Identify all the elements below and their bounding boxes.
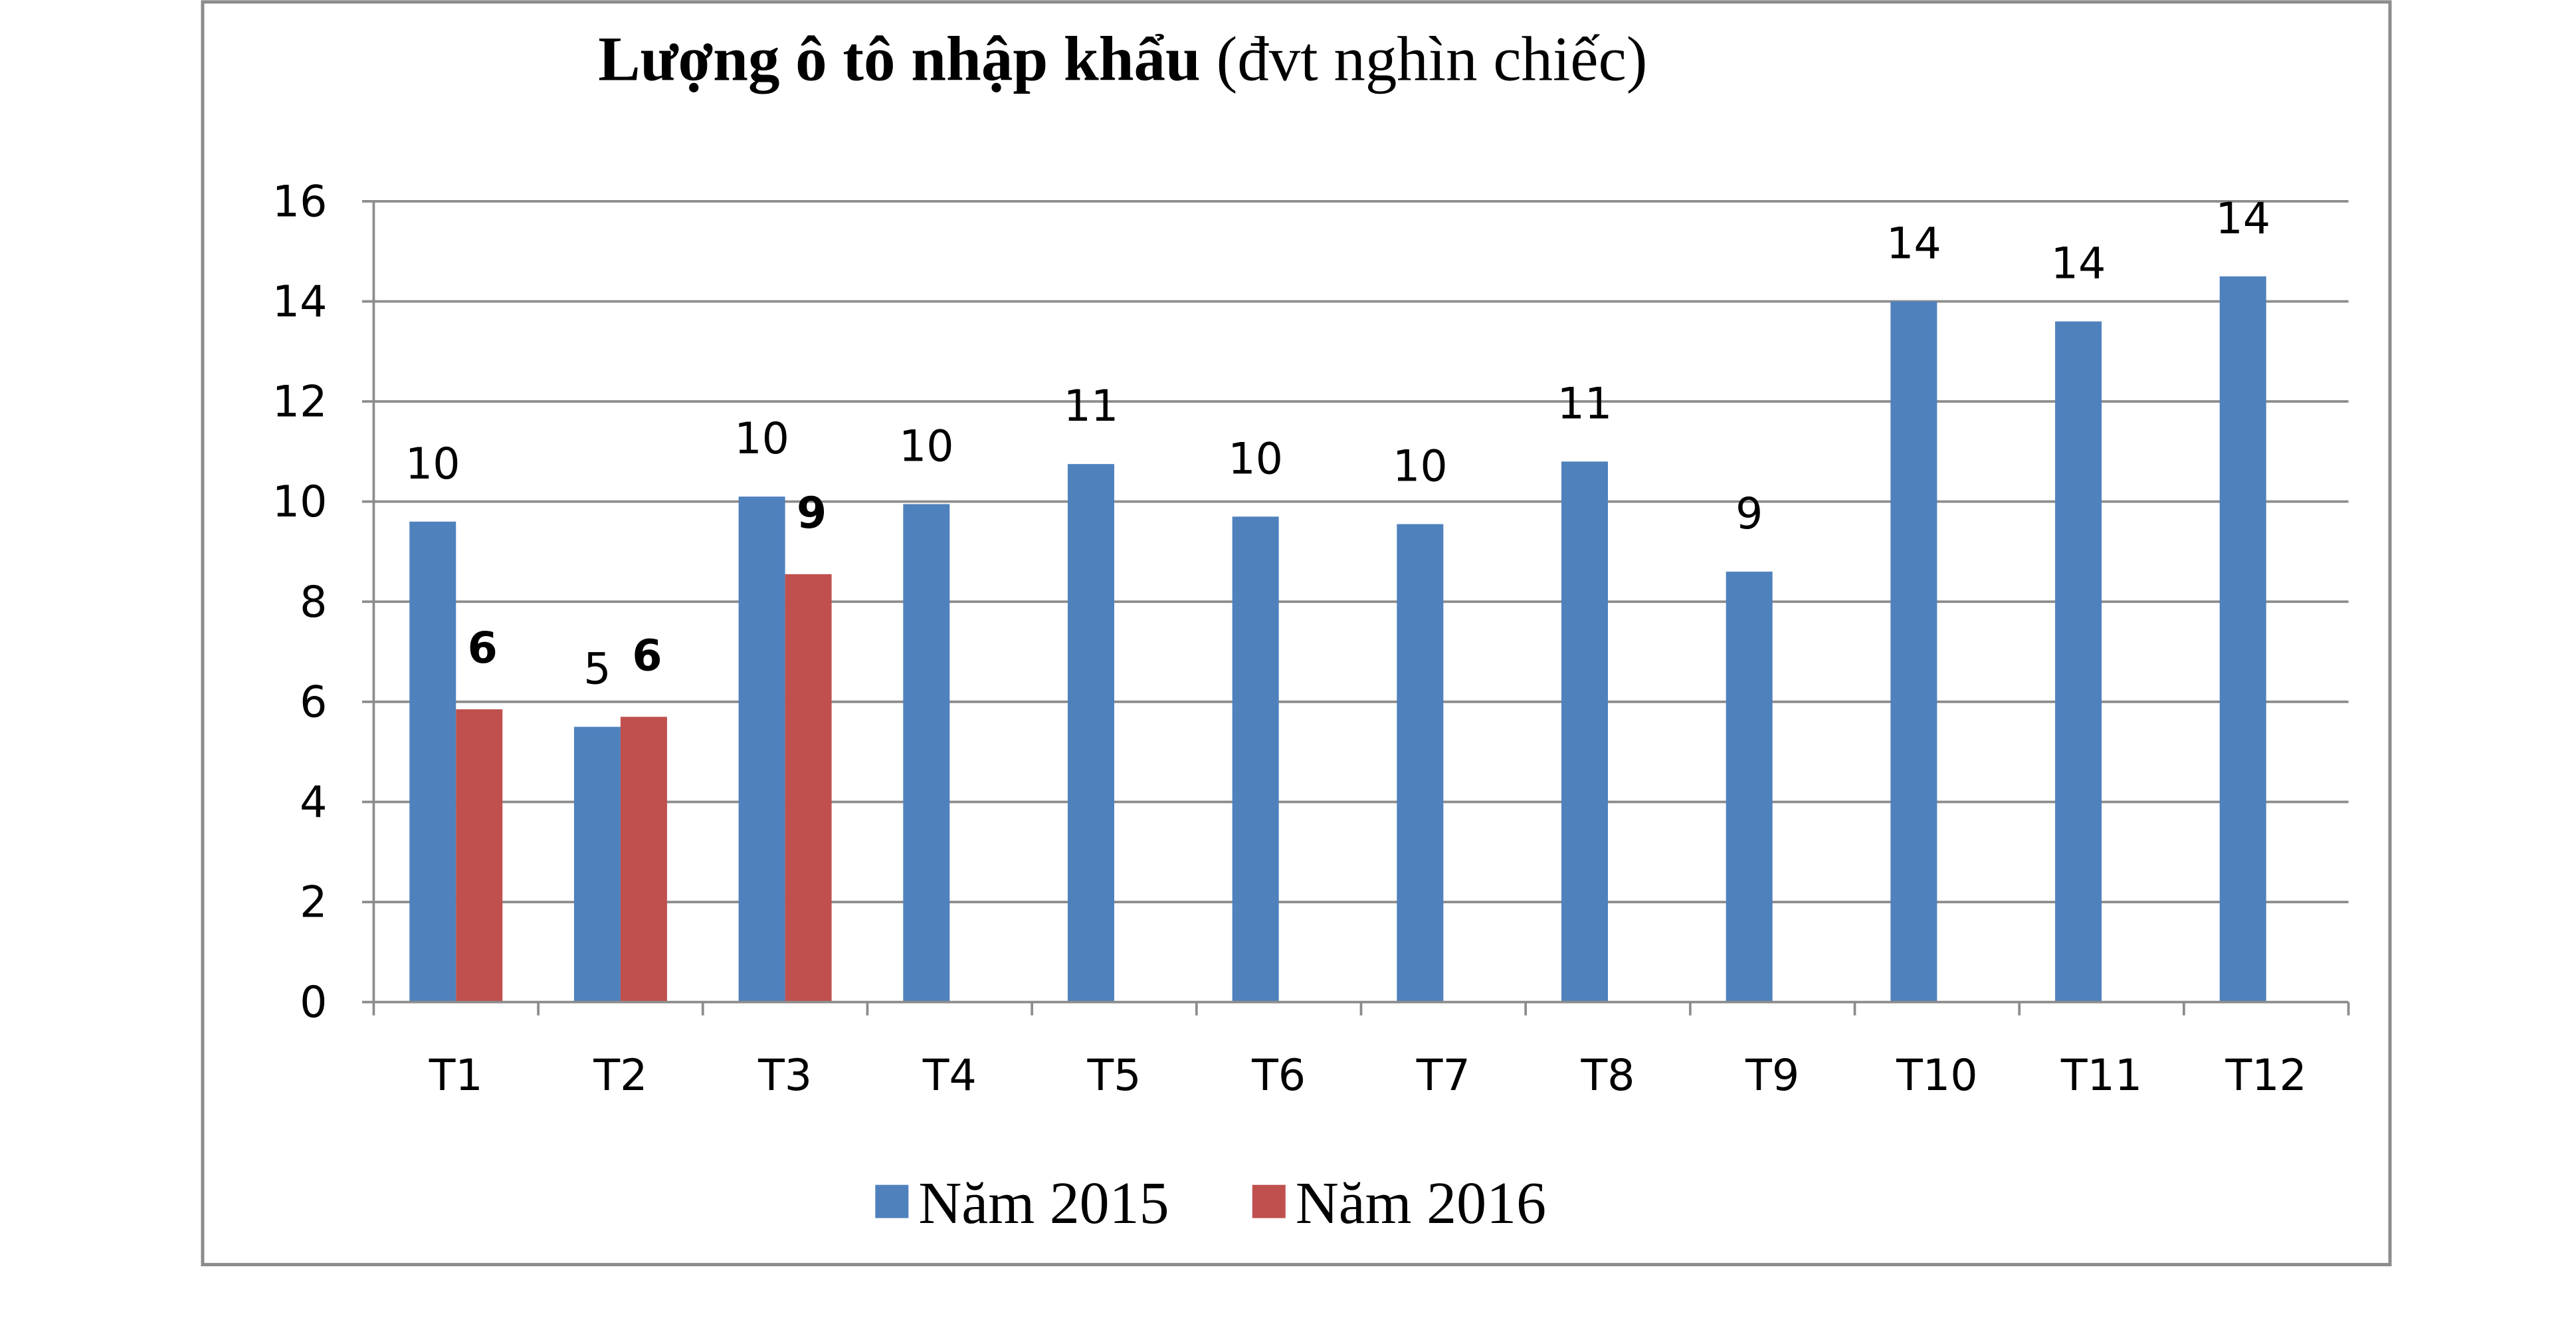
- x-category-label: T7: [1416, 1051, 1470, 1101]
- y-tick-label: 0: [300, 978, 327, 1028]
- data-label: 9: [1735, 489, 1763, 539]
- y-tick-label: 10: [272, 477, 328, 527]
- legend-swatch: [875, 1184, 909, 1218]
- data-label: 10: [734, 414, 789, 464]
- x-category-label: T9: [1745, 1051, 1799, 1101]
- data-label: 10: [405, 439, 460, 489]
- x-category-label: T10: [1896, 1051, 1977, 1101]
- data-label: 10: [1228, 434, 1283, 484]
- y-tick-label: 8: [300, 578, 327, 627]
- y-tick-label: 6: [300, 677, 327, 727]
- x-category-label: T5: [1086, 1051, 1141, 1101]
- x-category-label: T12: [2225, 1051, 2307, 1101]
- axes: [361, 199, 2350, 1016]
- x-axis-category-labels: T1 T2 T3 T4 T5 T6 T7 T8 T9 T10 T11 T12: [429, 1051, 2307, 1101]
- chart-title: Lượng ô tô nhập khẩu (đvt nghìn chiếc): [598, 23, 1647, 94]
- data-label: 9: [797, 489, 827, 538]
- data-label: 14: [2051, 239, 2106, 289]
- bar-series-2: [620, 717, 667, 1002]
- x-category-label: T4: [922, 1051, 977, 1101]
- chart-frame: [201, 0, 2392, 1267]
- y-axis-tick-labels: 0 2 4 6 8 10 12 14 16: [272, 177, 328, 1028]
- bars: [409, 276, 2266, 1002]
- bar-series-1: [1561, 461, 1609, 1002]
- bar-series-1: [1726, 572, 1773, 1002]
- bar-series-1: [573, 726, 621, 1002]
- data-label: 14: [1886, 219, 1941, 269]
- gridlines: [373, 199, 2349, 903]
- y-tick-label: 4: [300, 778, 327, 828]
- y-tick-label: 16: [272, 177, 328, 227]
- x-category-label: T1: [429, 1051, 483, 1101]
- x-category-label: T11: [2060, 1051, 2142, 1101]
- legend-label: Năm 2016: [1296, 1170, 1546, 1236]
- chart-title-main: Lượng ô tô nhập khẩu: [598, 23, 1201, 94]
- x-category-label: T2: [593, 1051, 647, 1101]
- data-label: 5: [583, 645, 611, 695]
- bar-series-1: [409, 521, 456, 1002]
- y-tick-label: 2: [300, 878, 327, 928]
- bar-series-1: [903, 504, 950, 1002]
- bar-series-1: [1397, 524, 1444, 1002]
- bar-series-1: [1890, 301, 1937, 1002]
- bar-series-1: [1067, 464, 1114, 1002]
- x-category-label: T3: [757, 1051, 812, 1101]
- x-category-label: T8: [1580, 1051, 1635, 1101]
- y-tick-label: 14: [272, 277, 328, 327]
- bar-series-2: [456, 709, 503, 1002]
- legend-swatch: [1252, 1184, 1286, 1218]
- x-category-label: T6: [1251, 1051, 1306, 1101]
- data-label: 11: [1064, 382, 1119, 431]
- chart-title-unit: (đvt nghìn chiếc): [1217, 23, 1648, 94]
- legend: Năm 2015 Năm 2016: [875, 1170, 1546, 1236]
- data-label: 6: [632, 631, 662, 681]
- data-label: 6: [468, 623, 498, 673]
- y-tick-label: 12: [272, 378, 328, 427]
- data-label: 11: [1557, 379, 1613, 429]
- data-label: 10: [899, 421, 954, 471]
- bar-series-1: [2055, 321, 2102, 1002]
- bar-series-1: [738, 497, 785, 1002]
- legend-label: Năm 2015: [918, 1170, 1169, 1236]
- bar-series-2: [785, 574, 832, 1002]
- bar-series-1: [2219, 276, 2266, 1002]
- data-label: 10: [1393, 442, 1448, 492]
- data-label: 14: [2215, 194, 2270, 244]
- bar-series-1: [1232, 516, 1279, 1002]
